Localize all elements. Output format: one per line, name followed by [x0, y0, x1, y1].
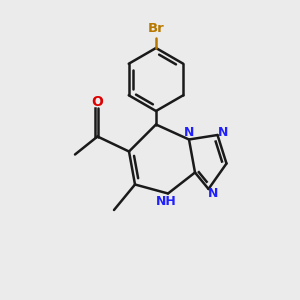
Text: N: N: [184, 126, 194, 140]
Text: Br: Br: [148, 22, 164, 35]
Text: O: O: [92, 95, 104, 109]
Text: NH: NH: [156, 195, 177, 208]
Text: N: N: [218, 125, 228, 139]
Text: N: N: [208, 187, 218, 200]
